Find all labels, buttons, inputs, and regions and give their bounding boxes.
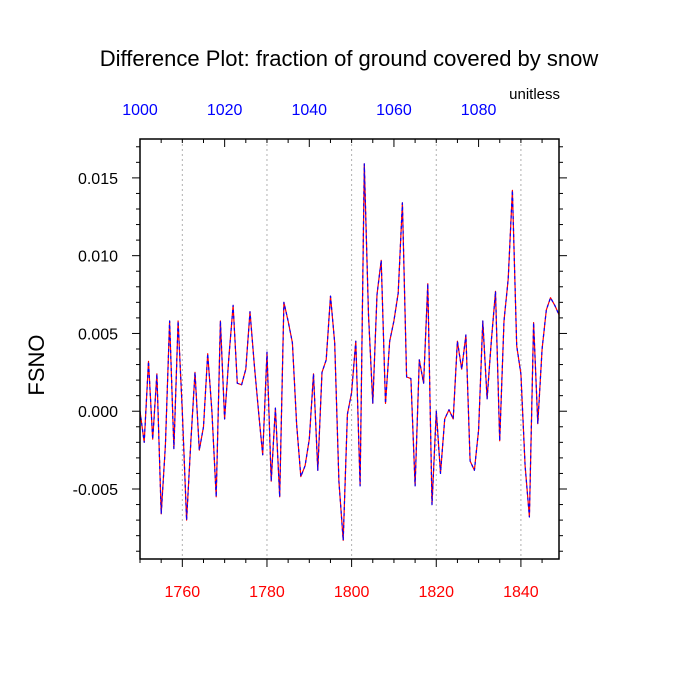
series-line-1: bottom-axis series [139, 163, 560, 541]
y-tick-label: -0.005 [73, 482, 118, 499]
y-tick-label: 0.010 [78, 249, 118, 266]
x-top-tick-label: 1060 [376, 102, 412, 119]
y-axis-label: FSNO [24, 334, 49, 395]
gridlines [181, 139, 522, 559]
x-axis-top: 1000 1020 1040 1060 1080 [122, 102, 543, 147]
units-label: unitless [509, 86, 560, 103]
y-axis: -0.005 0.000 0.005 0.010 0.015 [73, 146, 567, 552]
y-tick-label: 0.005 [78, 326, 118, 343]
series-lines: bottom-axis seriestop-axis series [139, 163, 560, 541]
x-bottom-tick-label: 1800 [334, 584, 370, 601]
x-bottom-tick-label: 1760 [165, 584, 201, 601]
x-bottom-tick-label: 1840 [503, 584, 539, 601]
x-top-tick-label: 1040 [291, 102, 327, 119]
x-bottom-tick-label: 1820 [418, 584, 454, 601]
y-tick-label: 0.015 [78, 171, 118, 188]
x-top-tick-label: 1020 [207, 102, 243, 119]
x-axis-bottom: 1760 1780 1800 1820 1840 [139, 559, 543, 601]
x-top-tick-label: 1080 [461, 102, 497, 119]
x-top-tick-label: 1000 [122, 102, 158, 119]
plot-frame [139, 138, 560, 560]
y-tick-label: 0.000 [78, 404, 118, 421]
chart-title: Difference Plot: fraction of ground cove… [100, 46, 599, 71]
series-line-2: top-axis series [139, 163, 560, 541]
x-bottom-tick-label: 1780 [249, 584, 285, 601]
